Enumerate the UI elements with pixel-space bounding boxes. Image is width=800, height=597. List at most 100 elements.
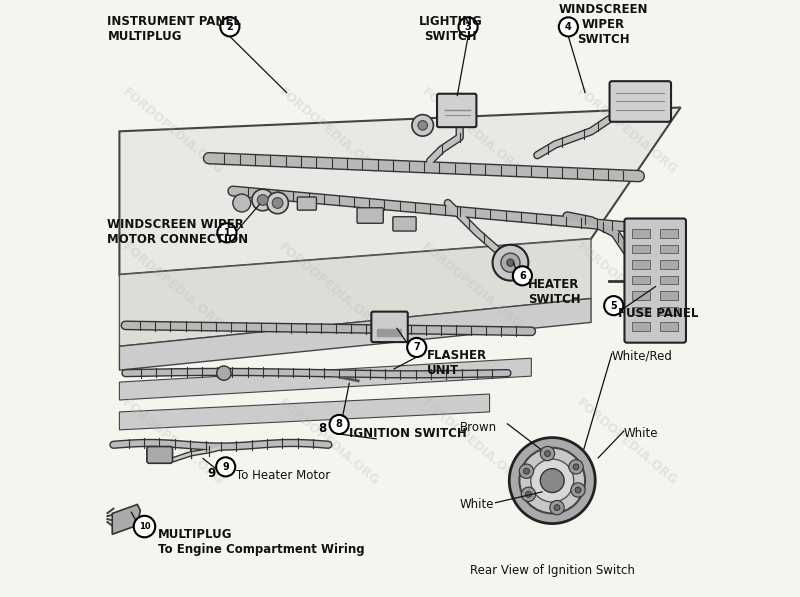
- Text: FORDOPEDIA.ORG: FORDOPEDIA.ORG: [120, 241, 226, 333]
- FancyBboxPatch shape: [357, 208, 383, 223]
- Circle shape: [272, 198, 283, 208]
- Circle shape: [554, 504, 560, 510]
- FancyBboxPatch shape: [298, 197, 317, 210]
- Text: 6: 6: [519, 271, 526, 281]
- Text: FORDOPEDIA.ORG: FORDOPEDIA.ORG: [275, 241, 382, 333]
- Text: 3: 3: [465, 22, 471, 32]
- FancyBboxPatch shape: [393, 217, 416, 231]
- Circle shape: [407, 338, 426, 357]
- Circle shape: [530, 459, 574, 502]
- Text: 5: 5: [610, 301, 617, 310]
- Bar: [660, 322, 678, 331]
- Text: 2: 2: [226, 22, 234, 32]
- Circle shape: [523, 468, 530, 474]
- Text: WINDSCREEN WIPER
MOTOR CONNECTION: WINDSCREEN WIPER MOTOR CONNECTION: [107, 218, 249, 246]
- Circle shape: [134, 516, 155, 537]
- Text: FORDOPEDIA.ORG: FORDOPEDIA.ORG: [275, 85, 382, 177]
- Bar: [660, 260, 678, 269]
- Bar: [632, 307, 650, 315]
- Bar: [378, 329, 401, 336]
- Text: FORDOPEDIA.ORG: FORDOPEDIA.ORG: [418, 241, 525, 333]
- Text: Brown: Brown: [460, 421, 497, 434]
- Bar: [632, 260, 650, 269]
- Circle shape: [218, 223, 237, 242]
- Circle shape: [418, 121, 427, 130]
- Circle shape: [540, 447, 554, 461]
- Text: 8: 8: [336, 420, 342, 429]
- Text: FORDOPEDIA.ORG: FORDOPEDIA.ORG: [574, 241, 680, 333]
- Circle shape: [513, 266, 532, 285]
- Text: To Heater Motor: To Heater Motor: [236, 469, 330, 482]
- Text: 7: 7: [414, 343, 420, 352]
- Circle shape: [493, 245, 528, 281]
- Circle shape: [604, 296, 623, 315]
- Text: 4: 4: [565, 22, 572, 32]
- Bar: [660, 276, 678, 284]
- Text: HEATER
SWITCH: HEATER SWITCH: [528, 278, 581, 306]
- FancyBboxPatch shape: [610, 81, 671, 122]
- Text: MULTIPLUG
To Engine Compartment Wiring: MULTIPLUG To Engine Compartment Wiring: [158, 528, 365, 556]
- Bar: [660, 291, 678, 300]
- Bar: [660, 307, 678, 315]
- FancyBboxPatch shape: [625, 219, 686, 343]
- Bar: [660, 229, 678, 238]
- Polygon shape: [112, 504, 140, 534]
- FancyBboxPatch shape: [437, 94, 477, 127]
- Bar: [632, 291, 650, 300]
- Text: 9: 9: [208, 467, 216, 480]
- Circle shape: [573, 464, 579, 470]
- Circle shape: [519, 448, 585, 513]
- Circle shape: [575, 487, 581, 493]
- Circle shape: [458, 17, 478, 36]
- Text: INSTRUMENT PANEL
MULTIPLUG: INSTRUMENT PANEL MULTIPLUG: [107, 15, 242, 43]
- Polygon shape: [119, 298, 591, 370]
- Circle shape: [545, 451, 550, 457]
- Circle shape: [267, 192, 288, 214]
- Text: FORDOPEDIA.ORG: FORDOPEDIA.ORG: [120, 396, 226, 488]
- Circle shape: [569, 460, 583, 474]
- Polygon shape: [119, 358, 531, 400]
- Polygon shape: [119, 107, 681, 275]
- Circle shape: [526, 491, 531, 497]
- Bar: [660, 245, 678, 253]
- Circle shape: [233, 194, 250, 212]
- Circle shape: [501, 253, 520, 272]
- Bar: [632, 229, 650, 238]
- Text: 8: 8: [318, 422, 326, 435]
- Circle shape: [510, 438, 595, 524]
- Text: FORDOPEDIA.ORG: FORDOPEDIA.ORG: [574, 85, 680, 177]
- Bar: [632, 276, 650, 284]
- Text: LIGHTING
SWITCH: LIGHTING SWITCH: [419, 15, 482, 43]
- Text: 1: 1: [223, 228, 230, 238]
- Text: 10: 10: [138, 522, 150, 531]
- Text: White: White: [460, 498, 494, 512]
- Text: FORDOPEDIA.ORG: FORDOPEDIA.ORG: [574, 396, 680, 488]
- Circle shape: [507, 259, 514, 266]
- Polygon shape: [119, 394, 490, 430]
- Text: FLASHER
UNIT: FLASHER UNIT: [427, 349, 487, 377]
- Circle shape: [571, 483, 586, 497]
- Bar: [632, 322, 650, 331]
- Polygon shape: [119, 239, 591, 346]
- Circle shape: [220, 17, 239, 36]
- FancyBboxPatch shape: [371, 312, 408, 342]
- Text: FORDOPEDIA.ORG: FORDOPEDIA.ORG: [418, 396, 525, 488]
- Text: WINDSCREEN
WIPER
SWITCH: WINDSCREEN WIPER SWITCH: [558, 3, 648, 46]
- Circle shape: [522, 487, 536, 501]
- FancyBboxPatch shape: [147, 447, 173, 463]
- Circle shape: [519, 464, 534, 478]
- Text: FUSE PANEL: FUSE PANEL: [618, 307, 698, 321]
- Circle shape: [217, 366, 231, 380]
- Circle shape: [258, 195, 268, 205]
- Text: White: White: [624, 427, 658, 440]
- Circle shape: [412, 115, 434, 136]
- Text: 9: 9: [222, 462, 229, 472]
- Text: FORDOPEDIA.ORG: FORDOPEDIA.ORG: [418, 85, 525, 177]
- Circle shape: [540, 469, 564, 493]
- Text: IGNITION SWITCH: IGNITION SWITCH: [350, 427, 467, 440]
- Text: FORDOPEDIA.ORG: FORDOPEDIA.ORG: [275, 396, 382, 488]
- Circle shape: [559, 17, 578, 36]
- Circle shape: [550, 500, 564, 515]
- Circle shape: [330, 415, 349, 434]
- Bar: [632, 245, 650, 253]
